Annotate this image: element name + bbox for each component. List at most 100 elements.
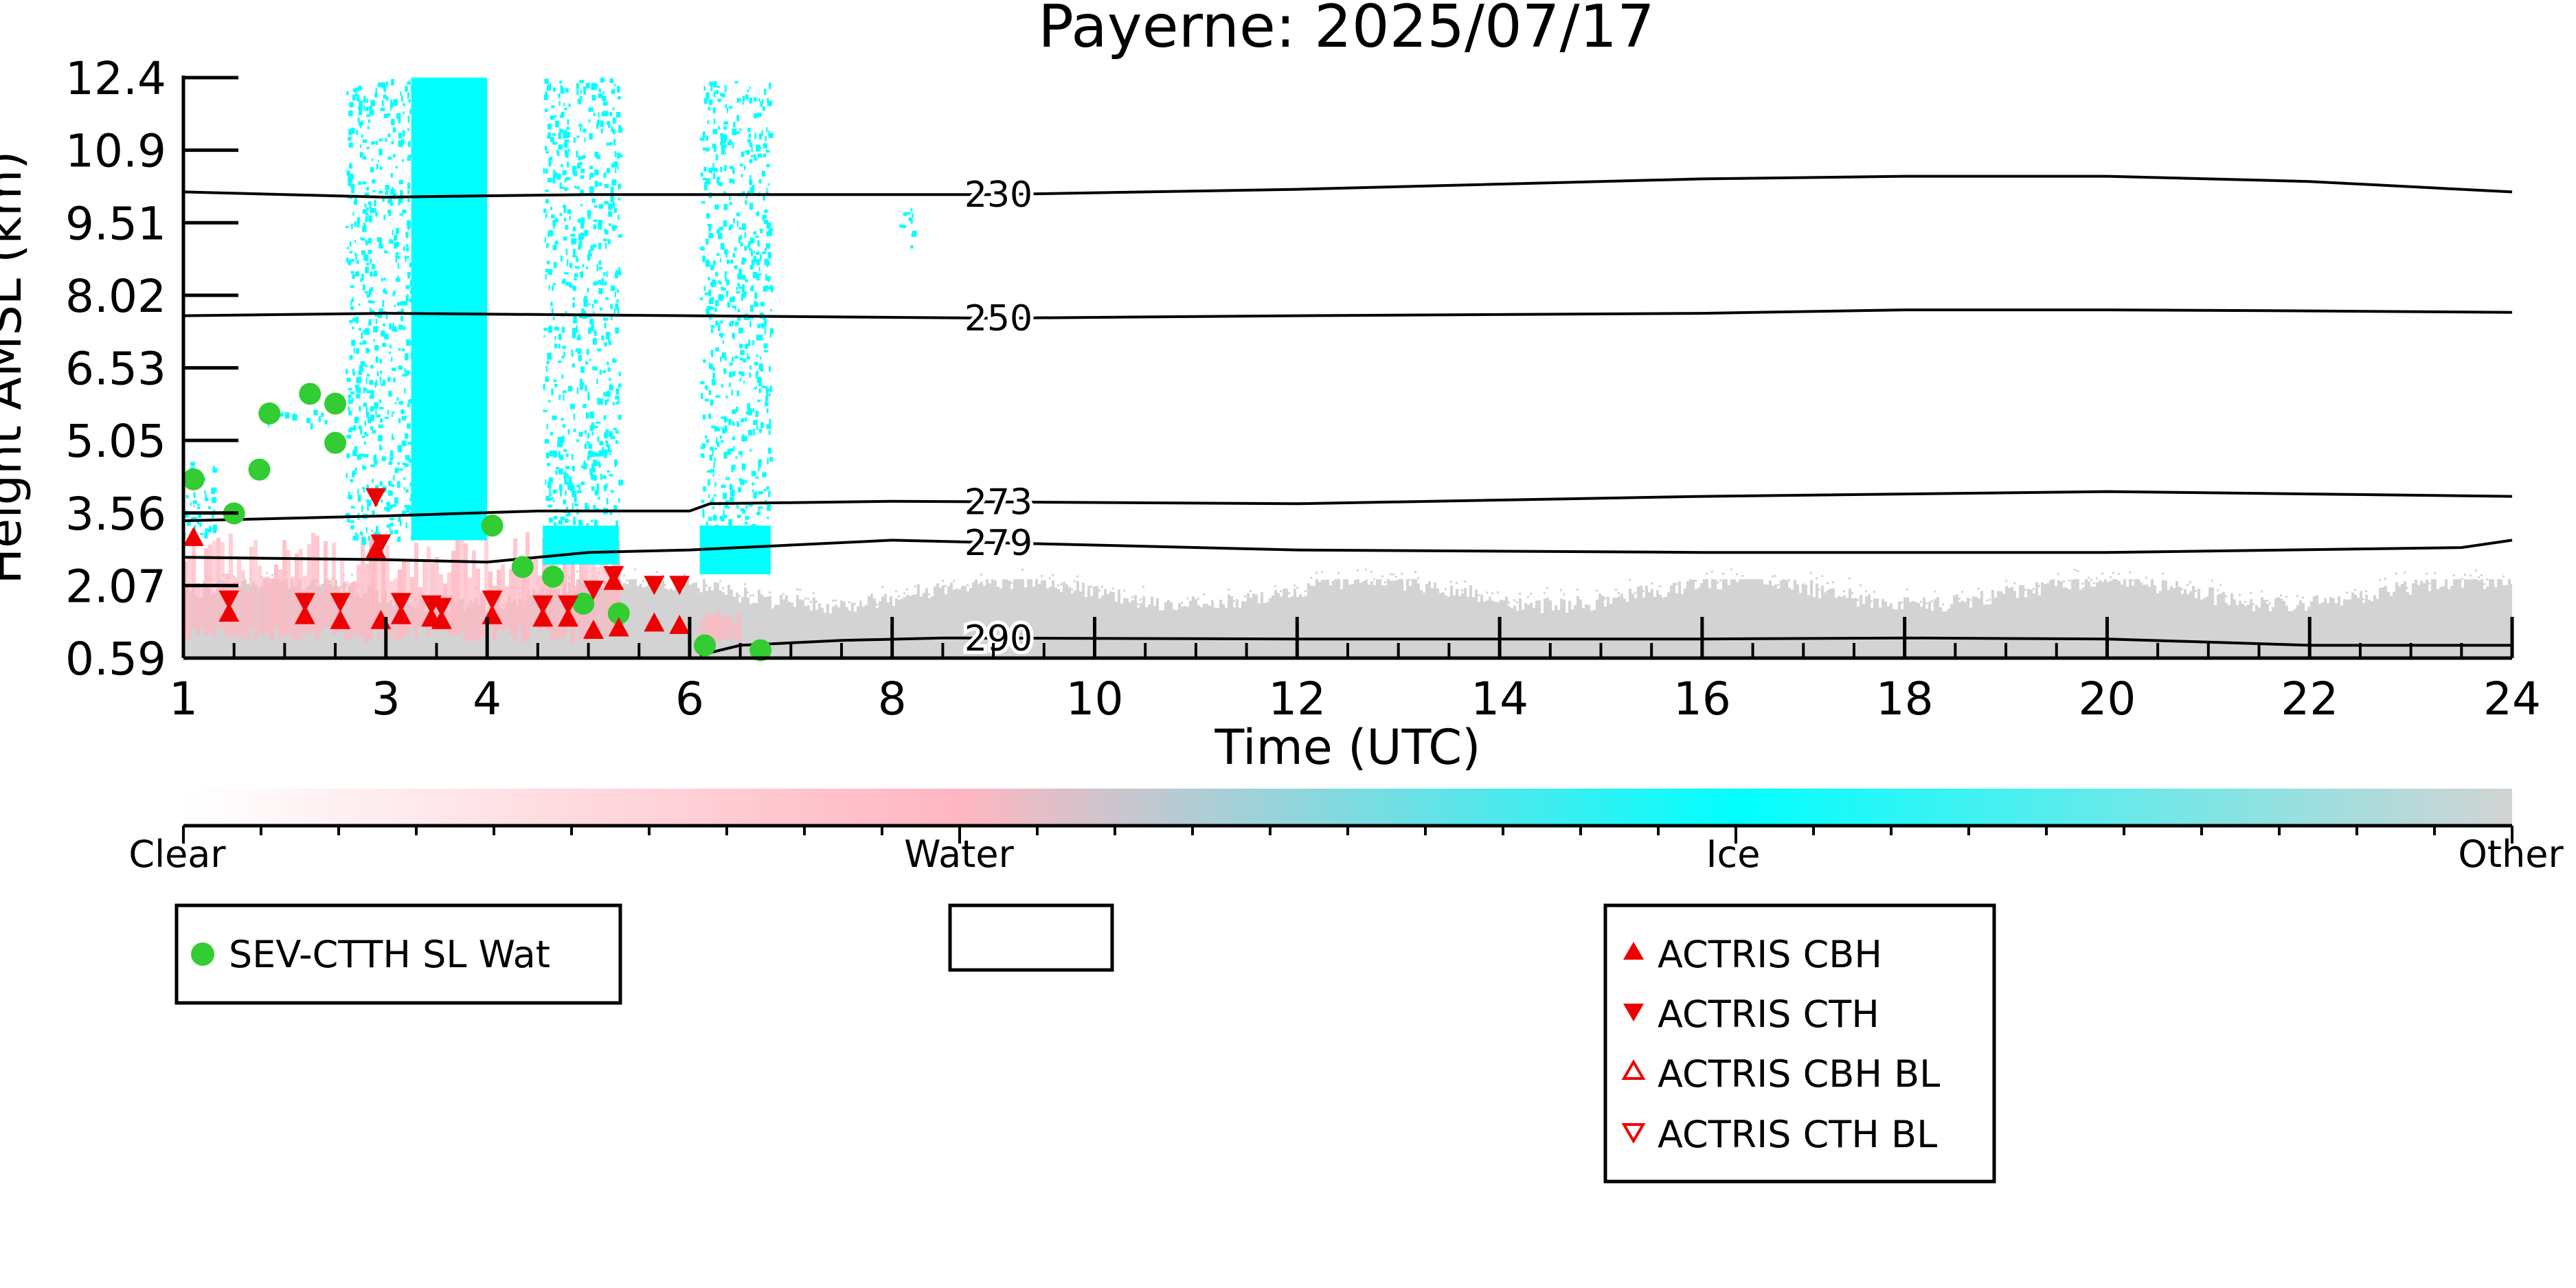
ice-speck — [725, 395, 728, 399]
background-column — [1431, 588, 1434, 658]
ice-speck — [558, 468, 563, 475]
ice-speck — [578, 245, 581, 250]
ice-speck — [769, 385, 772, 392]
ice-speck — [594, 330, 597, 336]
ice-speck — [204, 532, 208, 539]
background-column — [1571, 609, 1574, 658]
background-column — [692, 583, 694, 658]
background-speck — [1969, 598, 1971, 601]
ice-speck — [701, 499, 705, 503]
ice-speck — [754, 154, 756, 160]
ice-speck — [726, 291, 729, 297]
ice-speck — [557, 173, 561, 180]
background-column — [986, 579, 988, 658]
ice-speck — [364, 431, 368, 436]
background-column — [2467, 579, 2470, 658]
ice-speck — [727, 506, 730, 510]
ice-speck — [361, 134, 363, 138]
background-speck — [1596, 589, 1598, 592]
ice-speck — [765, 191, 769, 194]
water-column — [352, 581, 357, 634]
ice-speck — [607, 239, 611, 245]
background-speck — [1816, 577, 1818, 580]
background-column — [1403, 590, 1406, 658]
ice-speck — [605, 333, 610, 340]
ice-speck — [727, 449, 732, 455]
ice-speck — [754, 133, 757, 139]
ice-speck — [395, 252, 399, 255]
ice-speck — [728, 383, 731, 387]
ice-speck — [362, 284, 365, 291]
ice-speck — [372, 190, 376, 193]
ice-speck — [587, 210, 591, 217]
background-column — [1695, 589, 1697, 658]
ice-speck — [359, 144, 362, 148]
background-column — [2489, 579, 2492, 658]
background-column — [2143, 585, 2145, 658]
ice-speck — [765, 150, 770, 153]
ice-speck — [736, 291, 741, 294]
background-column — [1577, 596, 1579, 658]
ice-speck — [388, 480, 392, 486]
ice-speck — [749, 203, 754, 210]
background-column — [1491, 600, 1494, 658]
background-column — [1065, 584, 1068, 658]
background-speck — [1197, 598, 1199, 600]
ice-speck — [391, 484, 394, 487]
background-column — [1315, 579, 1318, 658]
legend-box — [1603, 903, 1996, 1184]
ice-speck — [593, 112, 596, 116]
cloud-mask-ice-sparse — [699, 81, 774, 531]
ice-speck — [383, 214, 386, 221]
water-column — [455, 540, 460, 635]
background-column — [997, 587, 999, 658]
ice-speck — [608, 203, 613, 210]
ice-speck — [407, 92, 409, 99]
background-column — [1401, 579, 1403, 658]
ice-speck — [611, 179, 617, 185]
background-speck — [1772, 575, 1774, 578]
ice-speck — [701, 443, 706, 448]
actris-cth-point — [532, 595, 554, 615]
ice-speck — [712, 107, 716, 113]
background-column — [1024, 587, 1027, 658]
ice-speck — [717, 98, 722, 102]
ice-speck — [563, 142, 567, 148]
background-column — [1134, 595, 1137, 658]
ice-speck — [752, 185, 755, 190]
background-speck — [1618, 592, 1620, 595]
ice-speck — [724, 356, 727, 361]
ice-speck — [588, 249, 591, 256]
background-column — [2140, 582, 2143, 658]
ice-speck — [608, 378, 611, 381]
ice-speck — [763, 488, 767, 491]
ice-speck — [602, 95, 607, 102]
background-column — [2170, 586, 2173, 658]
background-column — [975, 579, 978, 658]
background-column — [1925, 609, 1928, 658]
ice-speck — [737, 317, 741, 321]
background-column — [2230, 593, 2233, 658]
ice-speck — [358, 376, 362, 383]
ice-speck — [346, 170, 350, 176]
ice-speck — [581, 382, 584, 386]
ice-speck — [736, 286, 738, 290]
ice-speck — [609, 78, 613, 84]
background-column — [2258, 607, 2261, 658]
ice-speck — [580, 156, 585, 160]
ice-speck — [769, 457, 773, 462]
ice-speck — [605, 483, 608, 488]
ice-speck — [552, 115, 557, 118]
ice-speck — [700, 137, 705, 142]
ice-speck — [374, 402, 379, 409]
ice-speck — [721, 147, 724, 151]
ice-speck — [377, 159, 379, 163]
background-speck — [2189, 581, 2191, 584]
background-column — [1274, 589, 1277, 658]
ice-speck — [711, 353, 714, 357]
water-column — [558, 574, 563, 640]
ice-speck — [579, 80, 585, 83]
ice-speck — [609, 341, 612, 346]
water-column — [357, 565, 361, 637]
x-tick-label: 16 — [1673, 673, 1731, 725]
